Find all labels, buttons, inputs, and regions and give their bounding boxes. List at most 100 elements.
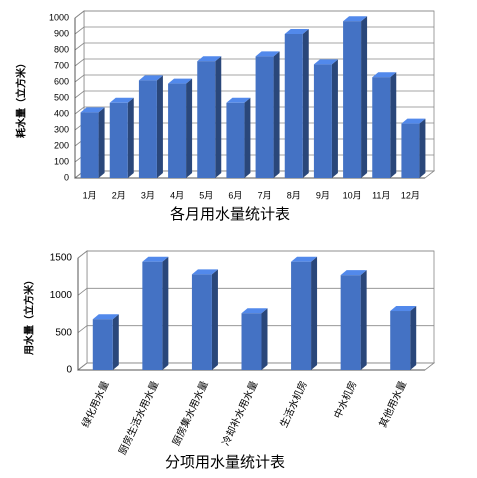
x-tick-label: 10月 xyxy=(343,190,362,200)
x-tick-label: 2月 xyxy=(112,190,126,200)
y-tick-label: 1000 xyxy=(49,12,69,22)
side-wall xyxy=(77,250,88,371)
bar-top xyxy=(191,269,218,275)
grid-line xyxy=(77,325,434,333)
bar xyxy=(241,313,262,370)
bar xyxy=(343,21,362,179)
x-tick-label: 11月 xyxy=(372,190,390,200)
bar xyxy=(142,261,163,370)
x-tick-label: 1月 xyxy=(83,190,97,200)
bar xyxy=(197,61,216,179)
bar-top xyxy=(142,256,169,262)
bar-top xyxy=(109,97,134,103)
bar xyxy=(401,123,420,178)
bar-top xyxy=(92,314,119,320)
bar-side xyxy=(261,308,268,370)
bar-top xyxy=(372,72,397,78)
chart-title: 各月用水量统计表 xyxy=(170,206,290,223)
bar xyxy=(313,64,332,178)
grid-line xyxy=(77,362,434,371)
y-tick-label: 400 xyxy=(54,108,69,118)
bar xyxy=(226,102,245,178)
grid-line xyxy=(74,58,434,67)
bar-side xyxy=(112,314,119,370)
y-tick-label: 500 xyxy=(54,92,69,102)
bar-top xyxy=(226,97,251,103)
y-tick-label: 100 xyxy=(54,156,69,166)
bar-top xyxy=(401,118,426,124)
bar xyxy=(168,83,187,178)
bar-side xyxy=(410,306,417,370)
bar-side xyxy=(127,97,134,178)
bar-top xyxy=(340,270,367,276)
bar-side xyxy=(98,107,105,178)
grid-line xyxy=(74,42,434,51)
bar-side xyxy=(215,56,222,179)
x-tick-label: 冷却补水用水量 xyxy=(219,379,260,448)
y-tick-label: 900 xyxy=(54,28,69,38)
bar xyxy=(255,56,274,178)
bar-side xyxy=(211,269,218,370)
bar xyxy=(109,102,128,178)
bar xyxy=(291,261,312,370)
bar-side xyxy=(419,118,426,178)
y-tick-label: 1500 xyxy=(50,253,73,264)
y-tick-label: 0 xyxy=(66,365,72,376)
bar-side xyxy=(361,16,368,179)
x-tick-label: 9月 xyxy=(316,190,330,200)
bar-top xyxy=(138,75,163,81)
bar xyxy=(284,34,303,178)
x-tick-label: 生活水机房 xyxy=(277,379,310,430)
bar-side xyxy=(331,59,338,178)
x-tick-label: 3月 xyxy=(141,190,155,200)
bar xyxy=(372,77,391,178)
x-tick-label: 8月 xyxy=(287,190,301,200)
bar-top xyxy=(80,107,105,113)
grid-line xyxy=(74,26,434,35)
x-tick-label: 绿化用水量 xyxy=(79,379,112,430)
bar-top xyxy=(313,59,338,65)
y-tick-label: 500 xyxy=(55,327,72,338)
x-tick-label: 6月 xyxy=(228,190,242,200)
x-tick-label: 中水机房 xyxy=(331,379,360,421)
bar-side xyxy=(390,72,397,178)
bar-side xyxy=(311,256,318,370)
x-tick-label: 其他用水量 xyxy=(376,379,409,430)
y-tick-label: 700 xyxy=(54,60,69,70)
y-tick-label: 0 xyxy=(64,172,69,182)
grid-line xyxy=(77,287,434,296)
grid-line xyxy=(77,250,434,259)
bar-top xyxy=(284,29,309,34)
chart-title: 分项用水量统计表 xyxy=(165,454,285,471)
bar-side xyxy=(162,256,169,370)
bar xyxy=(390,311,411,370)
bar-top xyxy=(255,51,280,57)
bar xyxy=(340,275,361,370)
bar-side xyxy=(360,270,367,370)
y-tick-label: 600 xyxy=(54,76,69,86)
bar-top xyxy=(343,16,368,22)
x-tick-label: 7月 xyxy=(258,190,272,200)
bar-side xyxy=(244,97,251,178)
y-axis-label: 耗水量（立方米） xyxy=(15,58,28,138)
bar xyxy=(191,274,212,370)
y-tick-label: 200 xyxy=(54,140,69,150)
x-tick-label: 厨房集水用水量 xyxy=(169,379,210,448)
bar xyxy=(138,80,157,178)
bar-side xyxy=(186,78,193,178)
bar-side xyxy=(302,29,309,178)
bar-side xyxy=(156,75,163,178)
y-tick-label: 800 xyxy=(54,44,69,54)
x-tick-label: 厨房生活水用水量 xyxy=(116,379,162,457)
grid-line xyxy=(74,10,434,19)
x-tick-label: 4月 xyxy=(170,190,184,200)
bar-top xyxy=(291,256,318,262)
bar-top xyxy=(168,78,193,84)
bar-top xyxy=(241,308,268,314)
y-axis-label: 用水量（立方米） xyxy=(23,275,36,356)
bar-side xyxy=(273,51,280,178)
y-tick-label: 300 xyxy=(54,124,69,134)
bar-top xyxy=(390,306,417,312)
x-tick-label: 12月 xyxy=(401,190,420,200)
